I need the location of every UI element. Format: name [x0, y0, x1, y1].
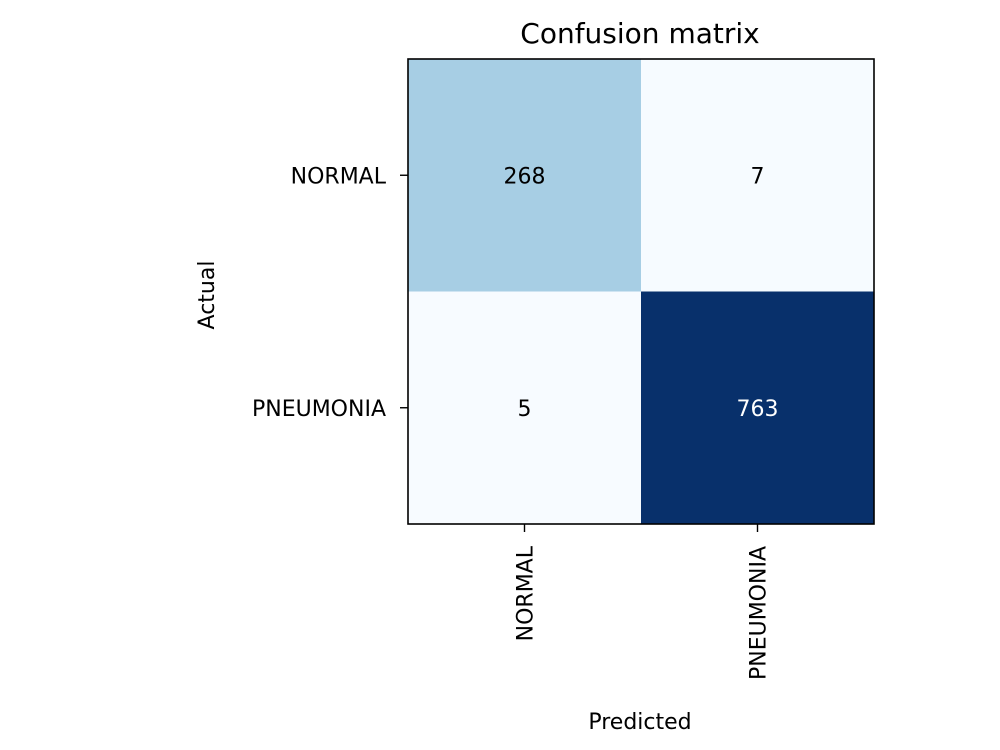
matrix-cells [408, 59, 874, 524]
cell-value-label: 5 [518, 397, 532, 422]
matrix-cell-pneumonia-pneumonia [641, 291, 874, 524]
plot-frame [407, 58, 875, 525]
matrix-cell-normal-normal [408, 59, 641, 292]
cell-value-label: 7 [751, 164, 765, 189]
y-tick-label: PNEUMONIA [252, 397, 386, 422]
matrix-cell-pneumonia-normal [408, 291, 641, 524]
x-tick-label: PNEUMONIA [747, 546, 772, 680]
y-axis-label: Actual [195, 261, 220, 330]
chart-title: Confusion matrix [520, 17, 759, 50]
x-axis-ticks: NORMAL PNEUMONIA [514, 524, 772, 680]
y-tick-label: NORMAL [291, 164, 387, 189]
y-axis-ticks: NORMAL PNEUMONIA [252, 164, 408, 422]
cell-value-label: 763 [737, 397, 779, 422]
matrix-cell-normal-pneumonia [641, 59, 874, 292]
cell-value-label: 268 [504, 164, 546, 189]
x-axis-label: Predicted [588, 710, 691, 735]
x-tick-label: NORMAL [514, 545, 539, 641]
matrix-cell-labels: 268 7 5 763 [504, 164, 779, 422]
